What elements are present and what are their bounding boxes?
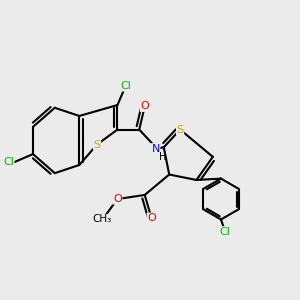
Text: Cl: Cl: [3, 157, 14, 167]
Text: O: O: [140, 101, 149, 111]
Text: O: O: [147, 213, 156, 223]
Text: S: S: [94, 140, 100, 150]
Text: S: S: [177, 124, 184, 135]
Text: Cl: Cl: [120, 81, 131, 91]
Text: O: O: [113, 194, 122, 204]
Text: N: N: [152, 144, 160, 154]
Text: Cl: Cl: [220, 227, 230, 237]
Text: CH₃: CH₃: [93, 214, 112, 224]
Text: H: H: [159, 152, 166, 162]
